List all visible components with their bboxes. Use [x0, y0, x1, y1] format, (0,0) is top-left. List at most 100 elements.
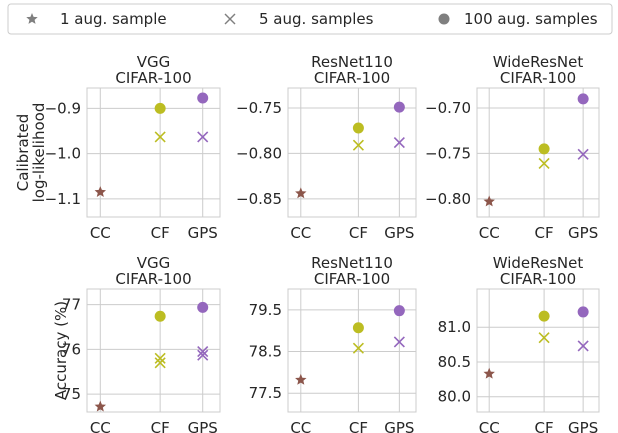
x-tick-label: GPS	[188, 224, 218, 242]
legend-x-marker	[224, 13, 236, 25]
chart-title-line: CIFAR-100	[314, 69, 390, 87]
y-tick-label: 77	[62, 296, 81, 314]
chart-panel: 75 76 77 CC CF GPS VGG CIFAR-100 Accuracy (%)	[52, 254, 221, 433]
x-marker	[197, 346, 209, 358]
x-marker-stroke	[154, 131, 166, 143]
x-marker-stroke	[154, 352, 166, 364]
legend-entry-label: 5 aug. samples	[259, 10, 374, 28]
x-tick-label: CF	[349, 419, 368, 433]
chart-title: ResNet110 CIFAR-100	[311, 53, 393, 87]
y-tick-label: −0.70	[425, 99, 471, 117]
x-marker	[154, 352, 166, 364]
star-marker	[295, 373, 307, 385]
chart-title: WideResNet CIFAR-100	[493, 53, 584, 87]
y-axis-label-line: Accuracy (%)	[52, 301, 70, 400]
legend-entry-3: 100 aug. samples	[438, 10, 598, 28]
y-tick-label: 81.0	[438, 318, 471, 336]
legend: 1 aug. sample 5 aug. samples 100 aug. sa…	[7, 3, 613, 35]
plot-area	[86, 87, 221, 218]
x-tick-label: GPS	[384, 224, 414, 242]
x-tick-label: GPS	[568, 419, 598, 433]
x-tick-label: GPS	[188, 419, 218, 433]
circle-marker	[197, 92, 209, 104]
x-marker	[197, 349, 209, 361]
chart-title: VGG CIFAR-100	[115, 53, 191, 87]
x-marker	[577, 148, 589, 160]
legend-frame	[7, 3, 613, 35]
y-axis-label: Calibratedlog-likelihood	[14, 103, 48, 203]
chart-title-line: WideResNet	[493, 53, 584, 71]
y-tick-label: −0.9	[45, 99, 81, 117]
y-tick-label: 76	[62, 340, 81, 358]
x-marker	[197, 131, 209, 143]
x-tick-label: CC	[90, 419, 111, 433]
x-tick-label: CF	[349, 224, 368, 242]
y-tick-label: 80.0	[438, 388, 471, 406]
legend-entry-2: 5 aug. samples	[224, 10, 374, 28]
x-tick-label: CC	[290, 224, 311, 242]
y-tick-label: 80.5	[438, 353, 471, 371]
x-marker	[393, 136, 405, 149]
x-marker-stroke	[224, 13, 236, 25]
chart-title-line: VGG	[137, 254, 171, 272]
circle-marker	[538, 143, 550, 155]
x-tick-label: CF	[535, 224, 554, 242]
x-marker-stroke	[538, 157, 550, 169]
star-marker	[94, 186, 107, 197]
star-marker	[483, 367, 495, 379]
chart-panel: 80.0 80.5 81.0 CC CF GPS WideResNet CIFAR-100	[438, 254, 600, 433]
star-marker	[483, 195, 495, 207]
x-marker-stroke	[393, 136, 405, 149]
y-axis-label-line: log-likelihood	[30, 103, 48, 203]
y-tick-label: 78.5	[249, 343, 282, 361]
chart-title: ResNet110 CIFAR-100	[311, 254, 393, 288]
x-marker-stroke	[197, 131, 209, 143]
x-marker-stroke	[538, 332, 550, 344]
chart-panel: 77.5 78.5 79.5 CC CF GPS ResNet110 CIFAR-100	[249, 254, 417, 433]
circle-marker	[352, 322, 364, 334]
y-tick-label: −0.80	[236, 144, 282, 162]
chart-title-line: WideResNet	[493, 254, 584, 272]
x-marker-stroke	[393, 336, 405, 348]
circle-marker	[538, 310, 550, 322]
x-marker-stroke	[352, 342, 364, 354]
x-marker-stroke	[197, 349, 209, 361]
circle-marker	[154, 102, 166, 114]
x-marker	[577, 340, 589, 352]
circle-marker	[577, 306, 589, 318]
x-tick-label: CC	[90, 224, 111, 242]
y-tick-label: 77.5	[249, 384, 282, 402]
x-marker	[352, 139, 364, 151]
chart-title-line: CIFAR-100	[500, 69, 576, 87]
legend-entry-label: 100 aug. samples	[464, 10, 598, 28]
chart-title: VGG CIFAR-100	[115, 254, 191, 288]
legend-entry-label: 1 aug. sample	[60, 10, 167, 28]
y-tick-label: −1.0	[45, 145, 81, 163]
y-tick-label: −1.1	[45, 190, 81, 208]
y-tick-label: −0.80	[425, 190, 471, 208]
y-tick-label: 79.5	[249, 301, 282, 319]
circle-marker	[197, 301, 209, 313]
chart-title-line: CIFAR-100	[314, 270, 390, 288]
legend-circle-marker	[438, 13, 450, 25]
circle-marker	[393, 305, 405, 317]
y-tick-label: −0.85	[236, 190, 282, 208]
x-marker-stroke	[577, 340, 589, 352]
x-tick-label: GPS	[568, 224, 598, 242]
y-tick-label: −0.75	[236, 99, 282, 117]
chart-panel: −0.80 −0.75 −0.70 CC CF GPS WideResNet CIFAR-10…	[425, 53, 600, 242]
x-marker	[538, 157, 550, 169]
legend-entry-1: 1 aug. sample	[26, 10, 167, 28]
chart-title-line: ResNet110	[311, 53, 393, 71]
chart-panel: −0.85 −0.80 −0.75 CC CF GPS ResNet110 CIFAR-100	[236, 53, 417, 242]
star-marker	[94, 400, 107, 412]
x-marker-stroke	[197, 346, 209, 358]
x-tick-label: CF	[535, 419, 554, 433]
x-tick-label: CC	[479, 419, 500, 433]
x-marker-stroke	[154, 357, 166, 369]
legend-star-marker	[26, 13, 38, 24]
circle-marker	[577, 93, 589, 105]
circle-marker	[393, 101, 405, 113]
